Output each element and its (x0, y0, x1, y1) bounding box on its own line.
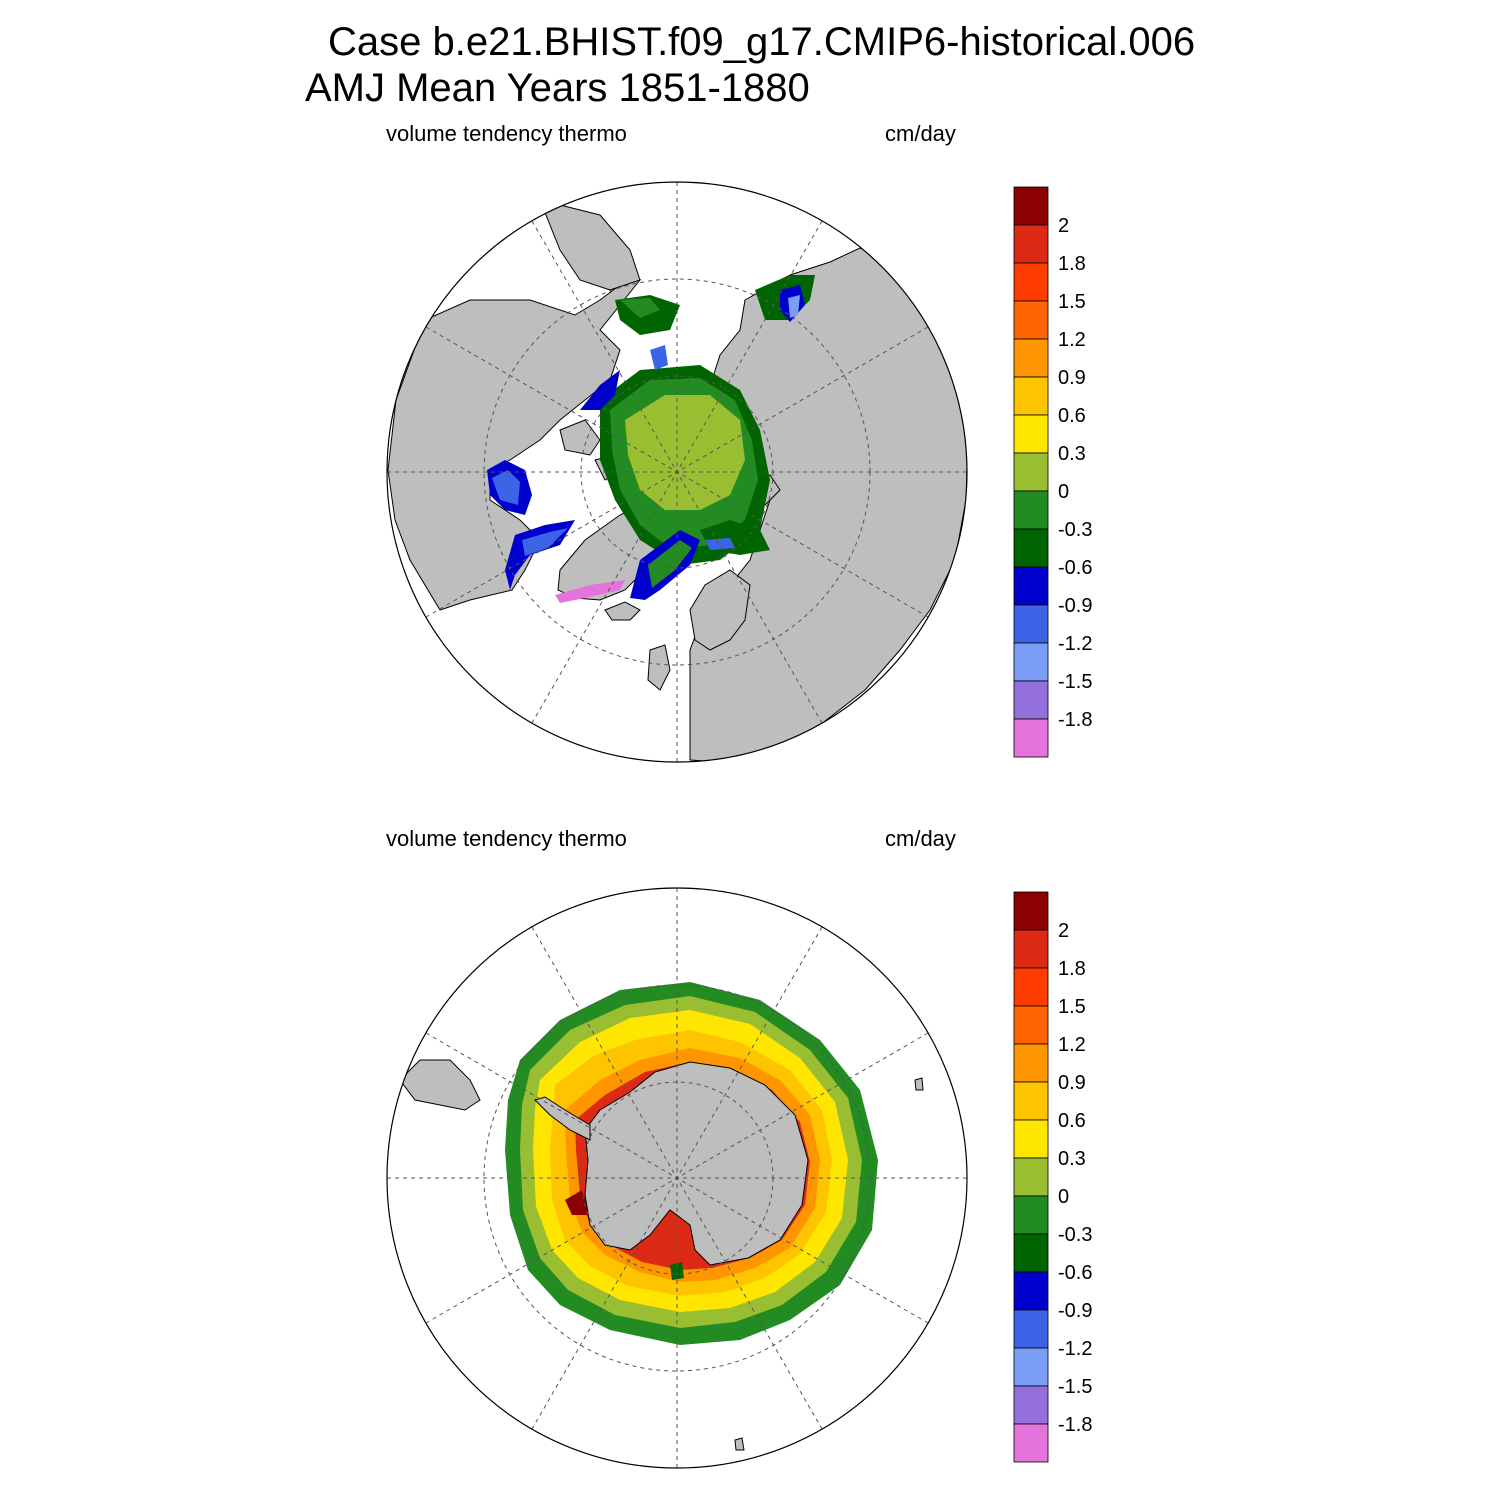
south-colorbar-tick-label: -0.9 (1058, 1300, 1092, 1322)
north-colorbar-swatch (1013, 718, 1049, 758)
south-colorbar-tick-label: 1.8 (1058, 958, 1086, 980)
south-colorbar-tick-label: -0.3 (1058, 1224, 1092, 1246)
north-colorbar-swatch (1013, 376, 1049, 416)
north-colorbar-tick-label: -0.9 (1058, 595, 1092, 617)
north-colorbar: 2 1.8 1.5 1.2 0.9 0.6 0.3 0 -0.3 -0.6 -0.9 -1.2 -1.5… (1013, 186, 1092, 758)
north-colorbar-tick-label: 0.6 (1058, 405, 1086, 427)
north-polar-map (387, 182, 967, 762)
north-colorbar-swatch (1013, 300, 1049, 340)
north-colorbar-tick-label: -0.6 (1058, 557, 1092, 579)
south-colorbar-tick-label: 0.9 (1058, 1072, 1086, 1094)
south-polar-map (387, 888, 967, 1468)
north-colorbar-tick-label: -1.2 (1058, 633, 1092, 655)
north-colorbar-swatch (1013, 642, 1049, 682)
north-colorbar-swatch (1013, 490, 1049, 530)
south-colorbar: 2 1.8 1.5 1.2 0.9 0.6 0.3 0 -0.3 -0.6 -0.9 -1.2 -1.5… (1013, 891, 1092, 1463)
south-colorbar-tick-label: 2 (1058, 920, 1069, 942)
south-colorbar-swatch (1013, 1347, 1049, 1387)
south-map-border (386, 887, 968, 1469)
north-colorbar-tick-label: 1.2 (1058, 329, 1086, 351)
north-land (387, 199, 967, 762)
north-colorbar-swatch (1013, 186, 1049, 226)
south-colorbar-swatch (1013, 1233, 1049, 1273)
north-colorbar-tick-label: 0.9 (1058, 367, 1086, 389)
south-colorbar-swatch (1013, 1157, 1049, 1197)
north-panel-variable-label: volume tendency thermo (386, 121, 627, 146)
south-panel-variable-label: volume tendency thermo (386, 826, 627, 851)
south-colorbar-tick-label: 0.3 (1058, 1148, 1086, 1170)
north-colorbar-swatch (1013, 452, 1049, 492)
south-colorbar-tick-label: -1.2 (1058, 1338, 1092, 1360)
south-land (399, 1059, 924, 1451)
north-colorbar-tick-label: 1.5 (1058, 291, 1086, 313)
south-colorbar-swatch (1013, 1309, 1049, 1349)
north-colorbar-tick-label: -0.3 (1058, 519, 1092, 541)
north-colorbar-swatch (1013, 338, 1049, 378)
north-colorbar-tick-label: 0.3 (1058, 443, 1086, 465)
south-colorbar-swatch (1013, 891, 1049, 931)
south-panel-units-label: cm/day (885, 826, 956, 851)
south-colorbar-tick-label: 0 (1058, 1186, 1069, 1208)
north-colorbar-swatch (1013, 566, 1049, 606)
south-colorbar-swatch (1013, 1005, 1049, 1045)
south-colorbar-swatch (1013, 1043, 1049, 1083)
north-colorbar-tick-label: -1.5 (1058, 671, 1092, 693)
south-colorbar-swatch (1013, 1195, 1049, 1235)
south-colorbar-tick-label: -0.6 (1058, 1262, 1092, 1284)
south-colorbar-tick-label: 0.6 (1058, 1110, 1086, 1132)
south-colorbar-swatch (1013, 1423, 1049, 1463)
south-colorbar-swatch (1013, 967, 1049, 1007)
north-colorbar-swatch (1013, 604, 1049, 644)
north-colorbar-swatch (1013, 680, 1049, 720)
north-map-border (386, 181, 968, 763)
north-colorbar-swatch (1013, 414, 1049, 454)
figure-title-period: AMJ Mean Years 1851-1880 (305, 66, 810, 110)
north-colorbar-swatch (1013, 262, 1049, 302)
south-colorbar-swatch (1013, 1385, 1049, 1425)
north-colorbar-tick-label: 2 (1058, 215, 1069, 237)
north-colorbar-tick-label: 0 (1058, 481, 1069, 503)
figure-title-case: Case b.e21.BHIST.f09_g17.CMIP6-historica… (328, 20, 1196, 64)
south-colorbar-tick-label: 1.2 (1058, 1034, 1086, 1056)
south-colorbar-swatch (1013, 929, 1049, 969)
south-colorbar-tick-label: -1.5 (1058, 1376, 1092, 1398)
north-field (487, 275, 815, 603)
south-colorbar-swatch (1013, 1081, 1049, 1121)
north-colorbar-swatch (1013, 224, 1049, 264)
north-colorbar-swatch (1013, 528, 1049, 568)
south-colorbar-swatch (1013, 1271, 1049, 1311)
south-colorbar-swatch (1013, 1119, 1049, 1159)
north-colorbar-tick-label: -1.8 (1058, 709, 1092, 731)
south-colorbar-tick-label: 1.5 (1058, 996, 1086, 1018)
north-panel-units-label: cm/day (885, 121, 956, 146)
north-graticule (387, 182, 967, 762)
south-graticule (387, 888, 967, 1468)
north-colorbar-tick-label: 1.8 (1058, 253, 1086, 275)
south-colorbar-tick-label: -1.8 (1058, 1414, 1092, 1436)
